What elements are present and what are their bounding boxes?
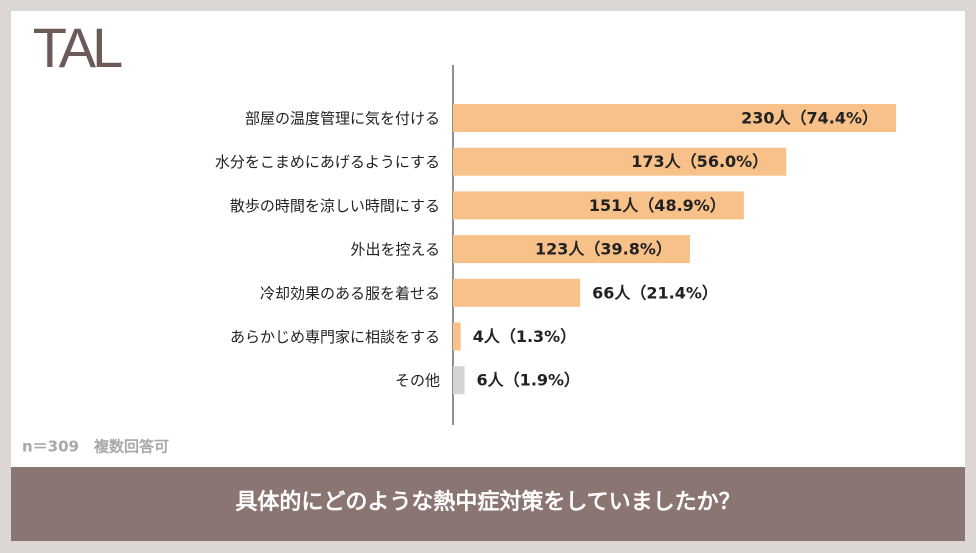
bar — [453, 191, 744, 220]
value-label: 230人（74.4%） — [741, 109, 878, 128]
category-label: 散歩の時間を涼しい時間にする — [230, 197, 440, 215]
bar — [453, 235, 690, 264]
chart-title: 具体的にどのような熱中症対策をしていましたか？ — [235, 489, 740, 515]
value-label: 151人（48.9%） — [589, 196, 726, 215]
value-label: 6人（1.9%） — [477, 371, 581, 390]
note: n＝309 複数回答可 — [22, 438, 169, 456]
category-label: 部屋の温度管理に気を付ける — [245, 110, 440, 128]
bar — [453, 322, 461, 351]
logo: TAL — [33, 16, 122, 79]
category-label: 外出を控える — [350, 241, 440, 259]
category-label: その他 — [395, 372, 440, 390]
bar — [453, 147, 787, 176]
bar — [453, 278, 581, 307]
bar — [453, 366, 465, 395]
category-label: 冷却効果のある服を着せる — [260, 284, 440, 302]
value-label: 123人（39.8%） — [535, 240, 672, 259]
value-label: 66人（21.4%） — [592, 283, 718, 302]
bar — [453, 104, 896, 132]
value-label: 173人（56.0%） — [631, 152, 768, 171]
category-label: 水分をこまめにあげるようにする — [215, 153, 440, 171]
title-band — [11, 467, 965, 541]
category-label: あらかじめ専門家に相談をする — [230, 328, 440, 346]
value-label: 4人（1.3%） — [473, 327, 577, 346]
